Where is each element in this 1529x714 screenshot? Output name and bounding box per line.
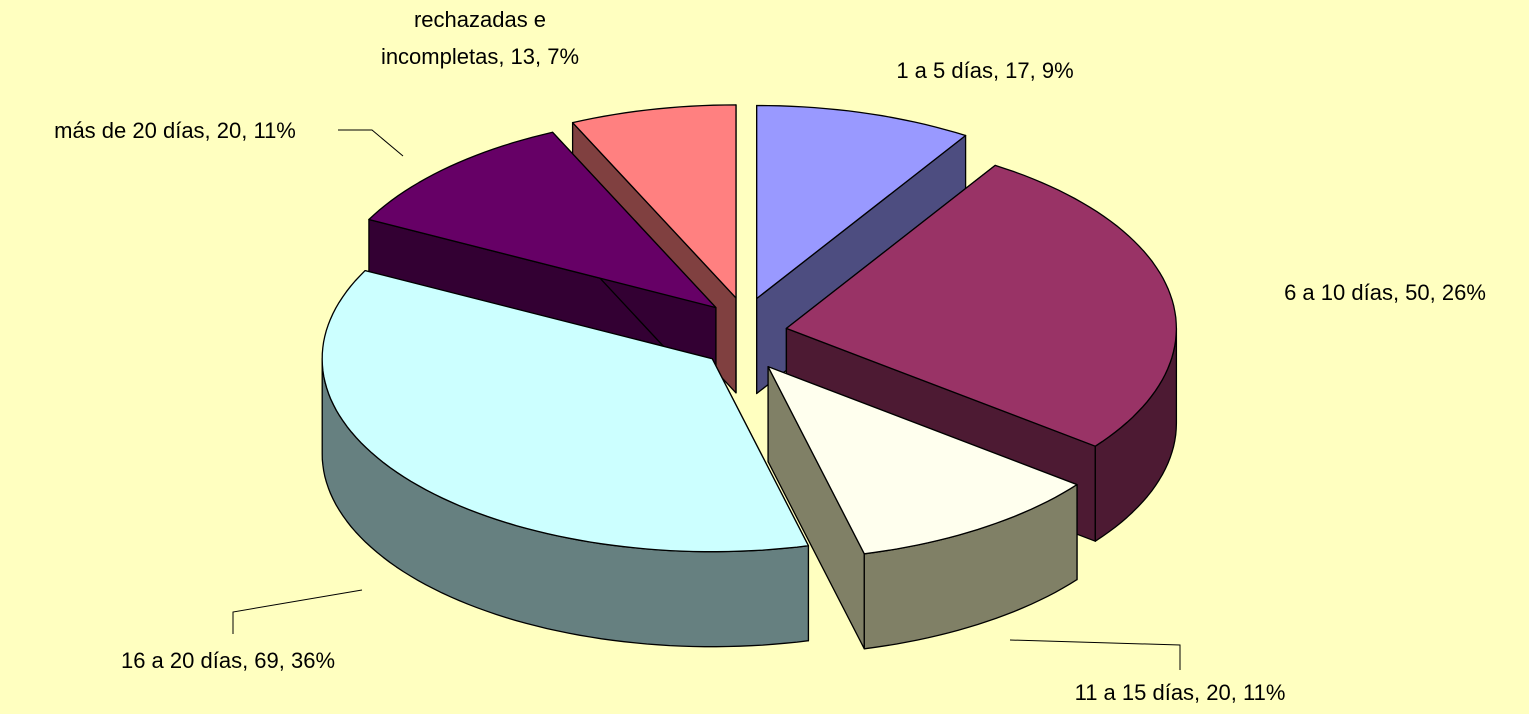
data-label: incompletas, 13, 7% xyxy=(381,44,579,69)
slice xyxy=(785,164,1178,447)
data-label: 11 a 15 días, 20, 11% xyxy=(1075,680,1286,705)
data-label: 16 a 20 días, 69, 36% xyxy=(121,648,335,673)
data-label: rechazadas e xyxy=(414,7,546,32)
data-label: 6 a 10 días, 50, 26% xyxy=(1284,280,1486,305)
slice xyxy=(767,366,1078,555)
leader-line xyxy=(338,129,404,157)
leader-line xyxy=(232,589,363,634)
slice xyxy=(368,131,717,309)
slice xyxy=(756,104,967,300)
slice xyxy=(321,269,810,553)
data-label: 1 a 5 días, 17, 9% xyxy=(896,58,1073,83)
slice xyxy=(571,104,737,299)
data-label: más de 20 días, 20, 11% xyxy=(54,118,296,143)
leader-line xyxy=(1009,639,1181,670)
